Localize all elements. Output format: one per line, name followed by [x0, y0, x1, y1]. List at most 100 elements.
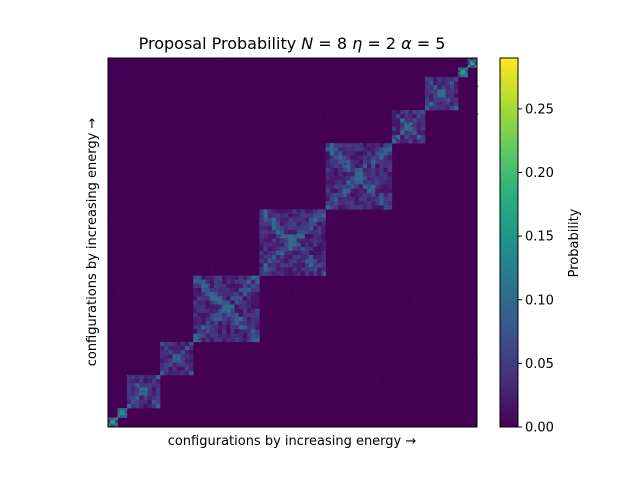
heatmap-cell	[267, 254, 273, 260]
heatmap-noise-cell	[183, 327, 185, 329]
heatmap-cell	[317, 234, 322, 239]
heatmap-cell	[205, 300, 211, 305]
heatmap-cell	[271, 238, 277, 243]
heatmap-cell	[288, 234, 293, 239]
heatmap-noise-cell	[351, 293, 353, 296]
heatmap-cell	[449, 93, 455, 98]
heatmap-noise-cell	[141, 331, 144, 333]
heatmap-cell	[288, 263, 293, 268]
heatmap-noise-cell	[322, 96, 324, 98]
heatmap-noise-cell	[301, 169, 304, 171]
heatmap-noise-cell	[460, 409, 463, 412]
heatmap-cell	[408, 122, 413, 127]
heatmap-cell	[467, 65, 471, 68]
heatmap-cell	[164, 354, 169, 359]
heatmap-noise-cell	[422, 222, 424, 225]
heatmap-noise-cell	[139, 247, 141, 249]
heatmap-cell	[143, 403, 148, 409]
heatmap-noise-cell	[366, 408, 369, 411]
heatmap-cell	[131, 399, 136, 405]
heatmap-noise-cell	[249, 235, 251, 237]
heatmap-cell	[263, 267, 268, 272]
heatmap-cell	[168, 370, 173, 376]
heatmap-cell	[193, 279, 198, 285]
heatmap-cell	[433, 101, 438, 107]
heatmap-cell	[338, 151, 343, 156]
heatmap-noise-cell	[423, 259, 425, 262]
heatmap-cell	[346, 184, 351, 189]
heatmap-cell	[189, 358, 194, 363]
heatmap-noise-cell	[412, 407, 414, 409]
heatmap-cell	[342, 180, 347, 185]
heatmap-noise-cell	[370, 255, 372, 258]
heatmap-noise-cell	[244, 244, 247, 247]
heatmap-cell	[469, 58, 473, 61]
heatmap-cell	[230, 312, 235, 318]
heatmap-noise-cell	[208, 107, 211, 110]
heatmap-cell	[338, 172, 343, 177]
heatmap-cell	[110, 424, 114, 428]
heatmap-cell	[201, 300, 206, 305]
heatmap-noise-cell	[469, 184, 471, 187]
heatmap-cell	[242, 308, 248, 314]
heatmap-noise-cell	[322, 121, 324, 124]
heatmap-cell	[437, 97, 442, 103]
heatmap-cell	[458, 67, 461, 71]
heatmap-cell	[362, 159, 368, 165]
heatmap-cell	[280, 250, 285, 256]
heatmap-noise-cell	[214, 160, 217, 163]
heatmap-cell	[234, 275, 239, 281]
heatmap-cell	[429, 85, 434, 90]
heatmap-noise-cell	[412, 76, 415, 79]
heatmap-noise-cell	[321, 352, 324, 354]
heatmap-cell	[437, 101, 442, 107]
heatmap-cell	[325, 196, 331, 202]
heatmap-noise-cell	[200, 192, 203, 195]
heatmap-noise-cell	[357, 377, 359, 379]
heatmap-cell	[412, 122, 417, 127]
heatmap-cell	[246, 312, 252, 318]
heatmap-noise-cell	[197, 386, 199, 388]
heatmap-noise-cell	[125, 181, 127, 183]
heatmap-noise-cell	[476, 85, 479, 88]
heatmap-cell	[317, 221, 322, 227]
heatmap-noise-cell	[128, 178, 131, 181]
heatmap-noise-cell	[468, 120, 470, 123]
heatmap-cell	[375, 143, 380, 148]
heatmap-cell	[350, 147, 355, 152]
heatmap-cell	[238, 308, 244, 314]
heatmap-cell	[193, 292, 198, 297]
heatmap-cell	[346, 192, 351, 198]
heatmap-cell	[226, 283, 231, 289]
heatmap-cell	[441, 76, 446, 82]
heatmap-noise-cell	[217, 378, 219, 381]
heatmap-noise-cell	[458, 262, 460, 264]
heatmap-cell	[433, 76, 438, 82]
heatmap-cell	[205, 296, 211, 301]
heatmap-cell	[230, 283, 235, 289]
heatmap-cell	[367, 167, 372, 173]
heatmap-noise-cell	[414, 412, 416, 415]
heatmap-noise-cell	[443, 398, 445, 400]
heatmap-noise-cell	[426, 73, 429, 76]
heatmap-cell	[155, 379, 161, 384]
heatmap-cell	[445, 76, 451, 82]
heatmap-cell	[184, 345, 190, 351]
heatmap-noise-cell	[437, 340, 440, 343]
heatmap-noise-cell	[207, 382, 209, 384]
heatmap-cell	[404, 139, 409, 144]
heatmap-noise-cell	[412, 246, 414, 248]
heatmap-noise-cell	[137, 244, 140, 246]
heatmap-noise-cell	[308, 126, 310, 129]
heatmap-noise-cell	[228, 232, 231, 234]
heatmap-cell	[424, 89, 430, 94]
heatmap-cell	[313, 209, 318, 214]
heatmap-cell	[271, 221, 277, 227]
heatmap-cell	[160, 362, 165, 367]
heatmap-noise-cell	[236, 86, 238, 88]
heatmap-cell	[251, 333, 256, 339]
heatmap-cell	[387, 167, 393, 173]
heatmap-cell	[164, 370, 169, 376]
heatmap-cell	[213, 308, 219, 314]
heatmap-cell	[135, 374, 140, 380]
